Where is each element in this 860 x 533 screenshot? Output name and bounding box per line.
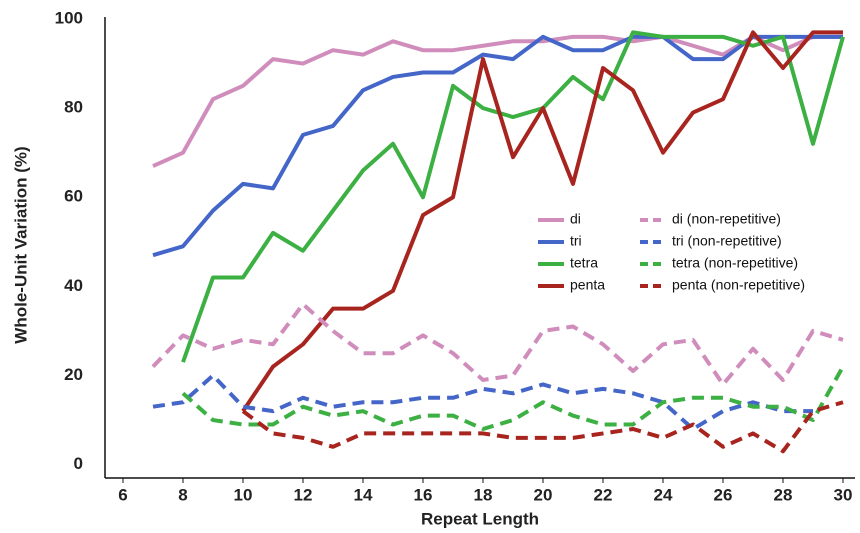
series-line — [152, 34, 843, 168]
x-tick-label: 10 — [234, 485, 253, 504]
y-tick-label: 20 — [64, 365, 83, 384]
x-tick-label: 30 — [834, 485, 853, 504]
legend-label: tetra — [570, 255, 598, 271]
series-line — [152, 373, 813, 431]
legend-label: tetra (non-repetitive) — [672, 255, 798, 271]
x-tick-label: 8 — [178, 485, 187, 504]
legend-label: penta — [570, 277, 605, 293]
legend-label: di (non-repetitive) — [672, 211, 781, 227]
y-tick-label: 0 — [74, 454, 83, 473]
x-tick-label: 12 — [294, 485, 313, 504]
x-tick-label: 6 — [118, 485, 127, 504]
y-tick-label: 100 — [55, 8, 83, 27]
legend-label: penta (non-repetitive) — [672, 277, 805, 293]
x-tick-label: 24 — [654, 485, 673, 504]
x-tick-label: 20 — [534, 485, 553, 504]
series-line — [181, 365, 845, 431]
legend-label: tri — [570, 233, 582, 249]
y-axis-title: Whole-Unit Variation (%) — [11, 146, 30, 343]
x-tick-label: 26 — [714, 485, 733, 504]
series-line — [152, 34, 843, 258]
x-tick-label: 16 — [414, 485, 433, 504]
y-tick-label: 40 — [64, 276, 83, 295]
y-tick-label: 80 — [64, 98, 83, 117]
x-tick-label: 14 — [354, 485, 373, 504]
series-line — [181, 30, 845, 363]
x-tick-label: 18 — [474, 485, 493, 504]
x-tick-label: 28 — [774, 485, 793, 504]
series-line — [151, 302, 844, 387]
x-tick-label: 22 — [594, 485, 613, 504]
series-line — [241, 400, 844, 454]
legend-label: di — [570, 211, 581, 227]
series-line — [241, 30, 843, 413]
legend-label: tri (non-repetitive) — [672, 233, 782, 249]
x-axis-title: Repeat Length — [421, 509, 539, 528]
y-tick-label: 60 — [64, 187, 83, 206]
